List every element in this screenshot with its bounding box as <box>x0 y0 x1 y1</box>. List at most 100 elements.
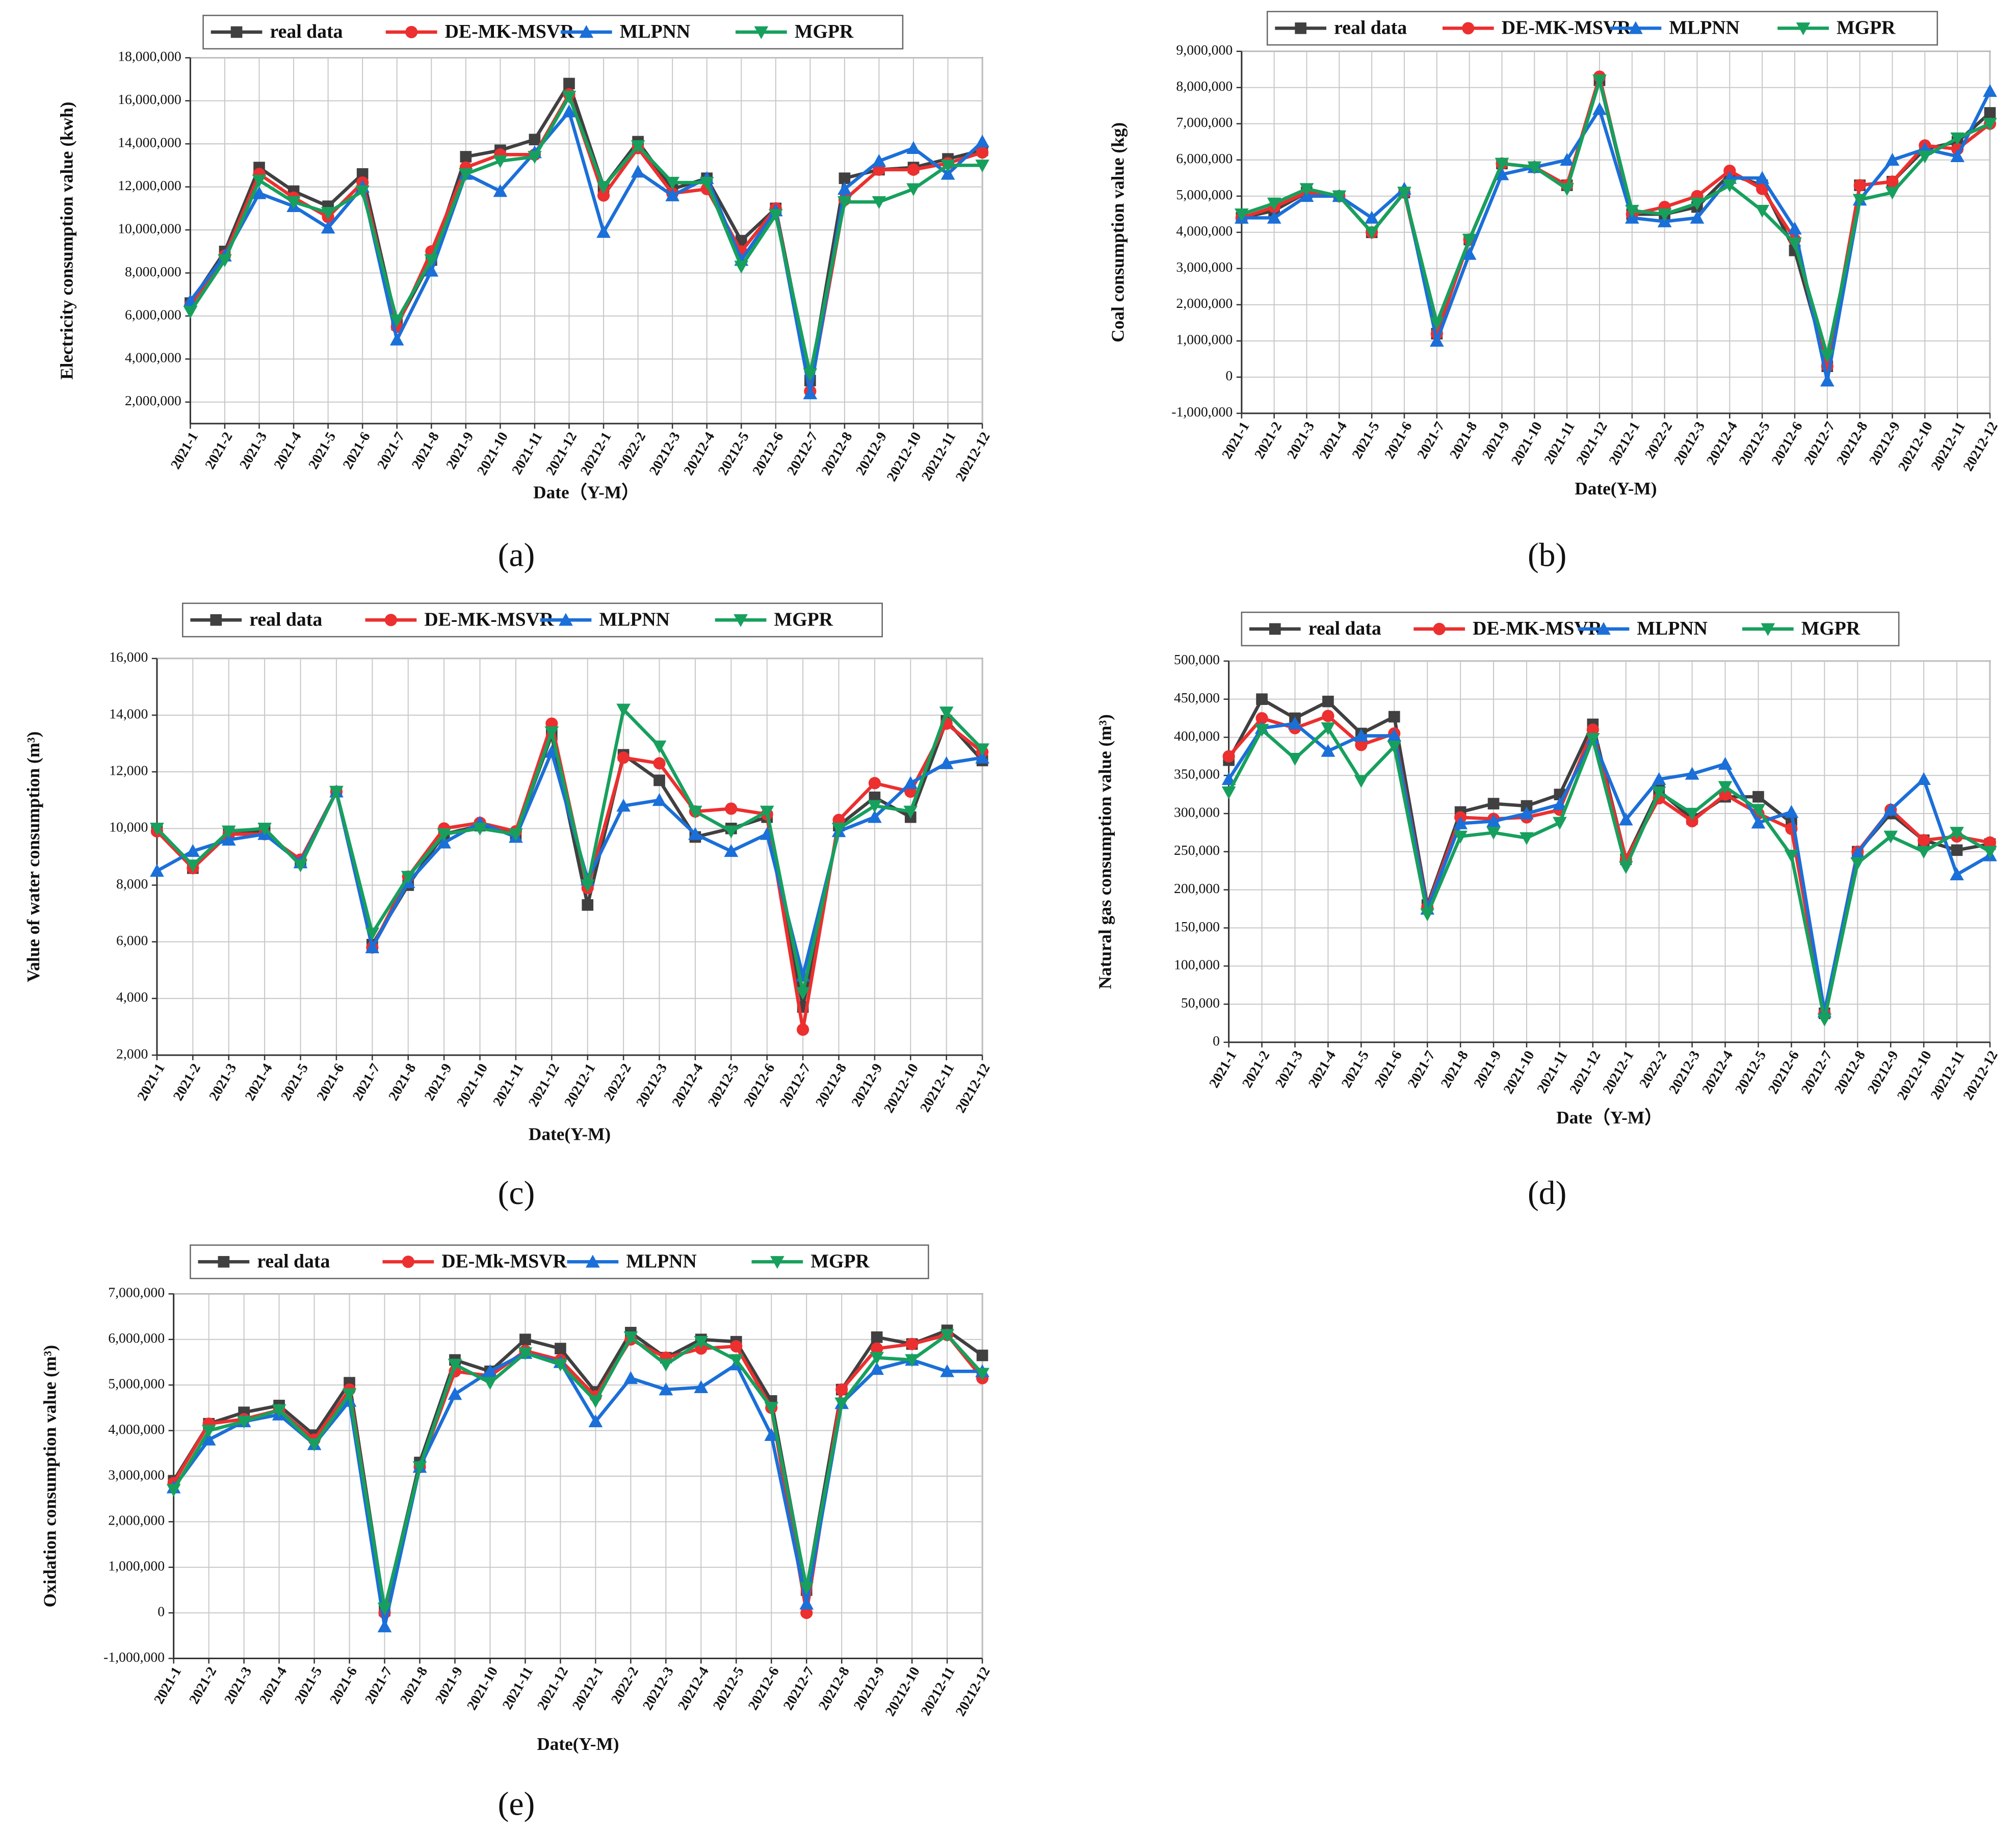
data-marker <box>975 160 989 173</box>
data-marker <box>631 140 645 153</box>
data-marker <box>1553 817 1567 830</box>
data-marker <box>699 176 714 190</box>
data-marker <box>1429 333 1444 347</box>
panel-label: (b) <box>1528 537 1566 573</box>
data-marker <box>1625 204 1639 218</box>
x-tick-label: 20212-3 <box>646 429 683 478</box>
data-marker <box>272 1404 286 1418</box>
data-marker <box>1560 152 1574 166</box>
data-marker <box>1629 21 1643 34</box>
data-marker <box>1288 753 1302 766</box>
data-marker <box>831 822 846 836</box>
data-marker <box>1462 233 1477 247</box>
y-tick-label: 450,000 <box>1174 690 1220 705</box>
x-tick-label: 2021-5 <box>305 429 338 472</box>
x-tick-label: 2021-12 <box>534 1664 571 1712</box>
data-marker <box>473 822 487 836</box>
data-marker <box>797 1023 809 1036</box>
x-axis-title: Date(Y-M) <box>537 1734 619 1754</box>
data-marker <box>402 1255 414 1268</box>
y-tick-label: 14,000,000 <box>118 135 181 150</box>
x-tick-label: 20212-7 <box>780 1664 817 1713</box>
data-marker <box>252 186 267 199</box>
x-tick-label: 20212-6 <box>1765 1048 1802 1096</box>
data-marker <box>1354 728 1369 742</box>
data-marker <box>218 254 232 268</box>
data-marker <box>1685 767 1699 780</box>
plot-area <box>190 57 983 425</box>
y-tick-label: 1,000,000 <box>108 1558 165 1574</box>
data-marker <box>1560 183 1574 196</box>
data-marker <box>201 1425 216 1438</box>
legend: real data DE-MK-MSVR MLPNN MGPR <box>202 14 904 49</box>
data-marker <box>1299 183 1314 196</box>
data-marker <box>872 154 886 167</box>
x-tick-label: 20212-3 <box>633 1061 670 1109</box>
data-marker <box>1429 317 1444 330</box>
data-marker <box>1917 846 1931 859</box>
data-marker <box>529 134 541 146</box>
data-marker <box>659 1382 673 1396</box>
x-tick-label: 2021-10 <box>1508 419 1545 467</box>
data-marker <box>389 332 404 346</box>
data-marker <box>1486 814 1501 827</box>
y-axis-title: Electricity consumption value (kwh) <box>57 101 76 379</box>
data-marker <box>166 1484 181 1497</box>
series-line <box>189 110 984 396</box>
x-tick-label: 20212-1 <box>561 1061 598 1109</box>
plot-area <box>156 658 983 1056</box>
data-marker <box>365 940 380 954</box>
x-tick-label: 2021-9 <box>432 1664 465 1706</box>
data-marker <box>688 827 702 840</box>
x-tick-label: 2021-5 <box>291 1664 325 1706</box>
panel-label: (d) <box>1528 1175 1566 1212</box>
data-marker <box>652 740 667 753</box>
data-marker <box>1365 211 1379 224</box>
legend-label: DE-MK-MSVR <box>424 609 554 630</box>
x-tick-label: 20212-5 <box>715 429 752 478</box>
y-axis-title: Coal consumption value (kg) <box>1108 122 1128 343</box>
data-marker <box>1387 728 1402 742</box>
data-marker <box>665 188 680 201</box>
data-marker <box>293 859 308 873</box>
data-marker <box>975 135 989 148</box>
data-marker <box>586 1254 600 1268</box>
data-marker <box>1657 208 1672 222</box>
data-marker <box>940 1329 955 1342</box>
x-tick-label: 20212-11 <box>917 1061 957 1115</box>
data-marker <box>596 225 611 238</box>
series-line <box>1227 722 1991 1014</box>
x-tick-label: 20212-7 <box>783 429 821 478</box>
data-marker <box>1495 167 1509 180</box>
legend-label: MLPNN <box>1637 618 1707 639</box>
x-tick-label: 2021-11 <box>499 1664 536 1712</box>
data-marker <box>976 1349 988 1361</box>
x-tick-label: 2021-6 <box>1371 1048 1405 1090</box>
data-marker <box>1255 712 1268 725</box>
series-line <box>155 708 984 994</box>
x-tick-label: 2022-2 <box>608 1664 641 1706</box>
data-marker <box>1788 221 1802 235</box>
data-marker <box>1321 744 1336 757</box>
data-marker <box>1853 179 1866 192</box>
data-marker <box>870 1352 884 1365</box>
legend-box <box>190 1244 929 1279</box>
data-marker <box>659 1358 673 1372</box>
data-marker <box>1950 867 1964 881</box>
x-tick-label: 20212-4 <box>669 1061 706 1110</box>
panel-label: (c) <box>498 1175 535 1212</box>
data-marker <box>597 189 610 202</box>
data-marker <box>544 745 559 758</box>
y-tick-label: 4,000,000 <box>108 1421 165 1437</box>
data-marker <box>401 871 415 884</box>
data-marker <box>528 151 542 164</box>
data-marker <box>868 810 882 823</box>
data-marker <box>1267 211 1281 224</box>
x-tick-label: 2022-2 <box>615 429 648 472</box>
y-tick-label: 350,000 <box>1174 766 1220 782</box>
legend-label: real data <box>270 21 343 42</box>
data-marker <box>803 386 818 400</box>
data-marker <box>834 1397 849 1410</box>
data-marker <box>257 822 272 836</box>
data-marker <box>1365 226 1379 240</box>
